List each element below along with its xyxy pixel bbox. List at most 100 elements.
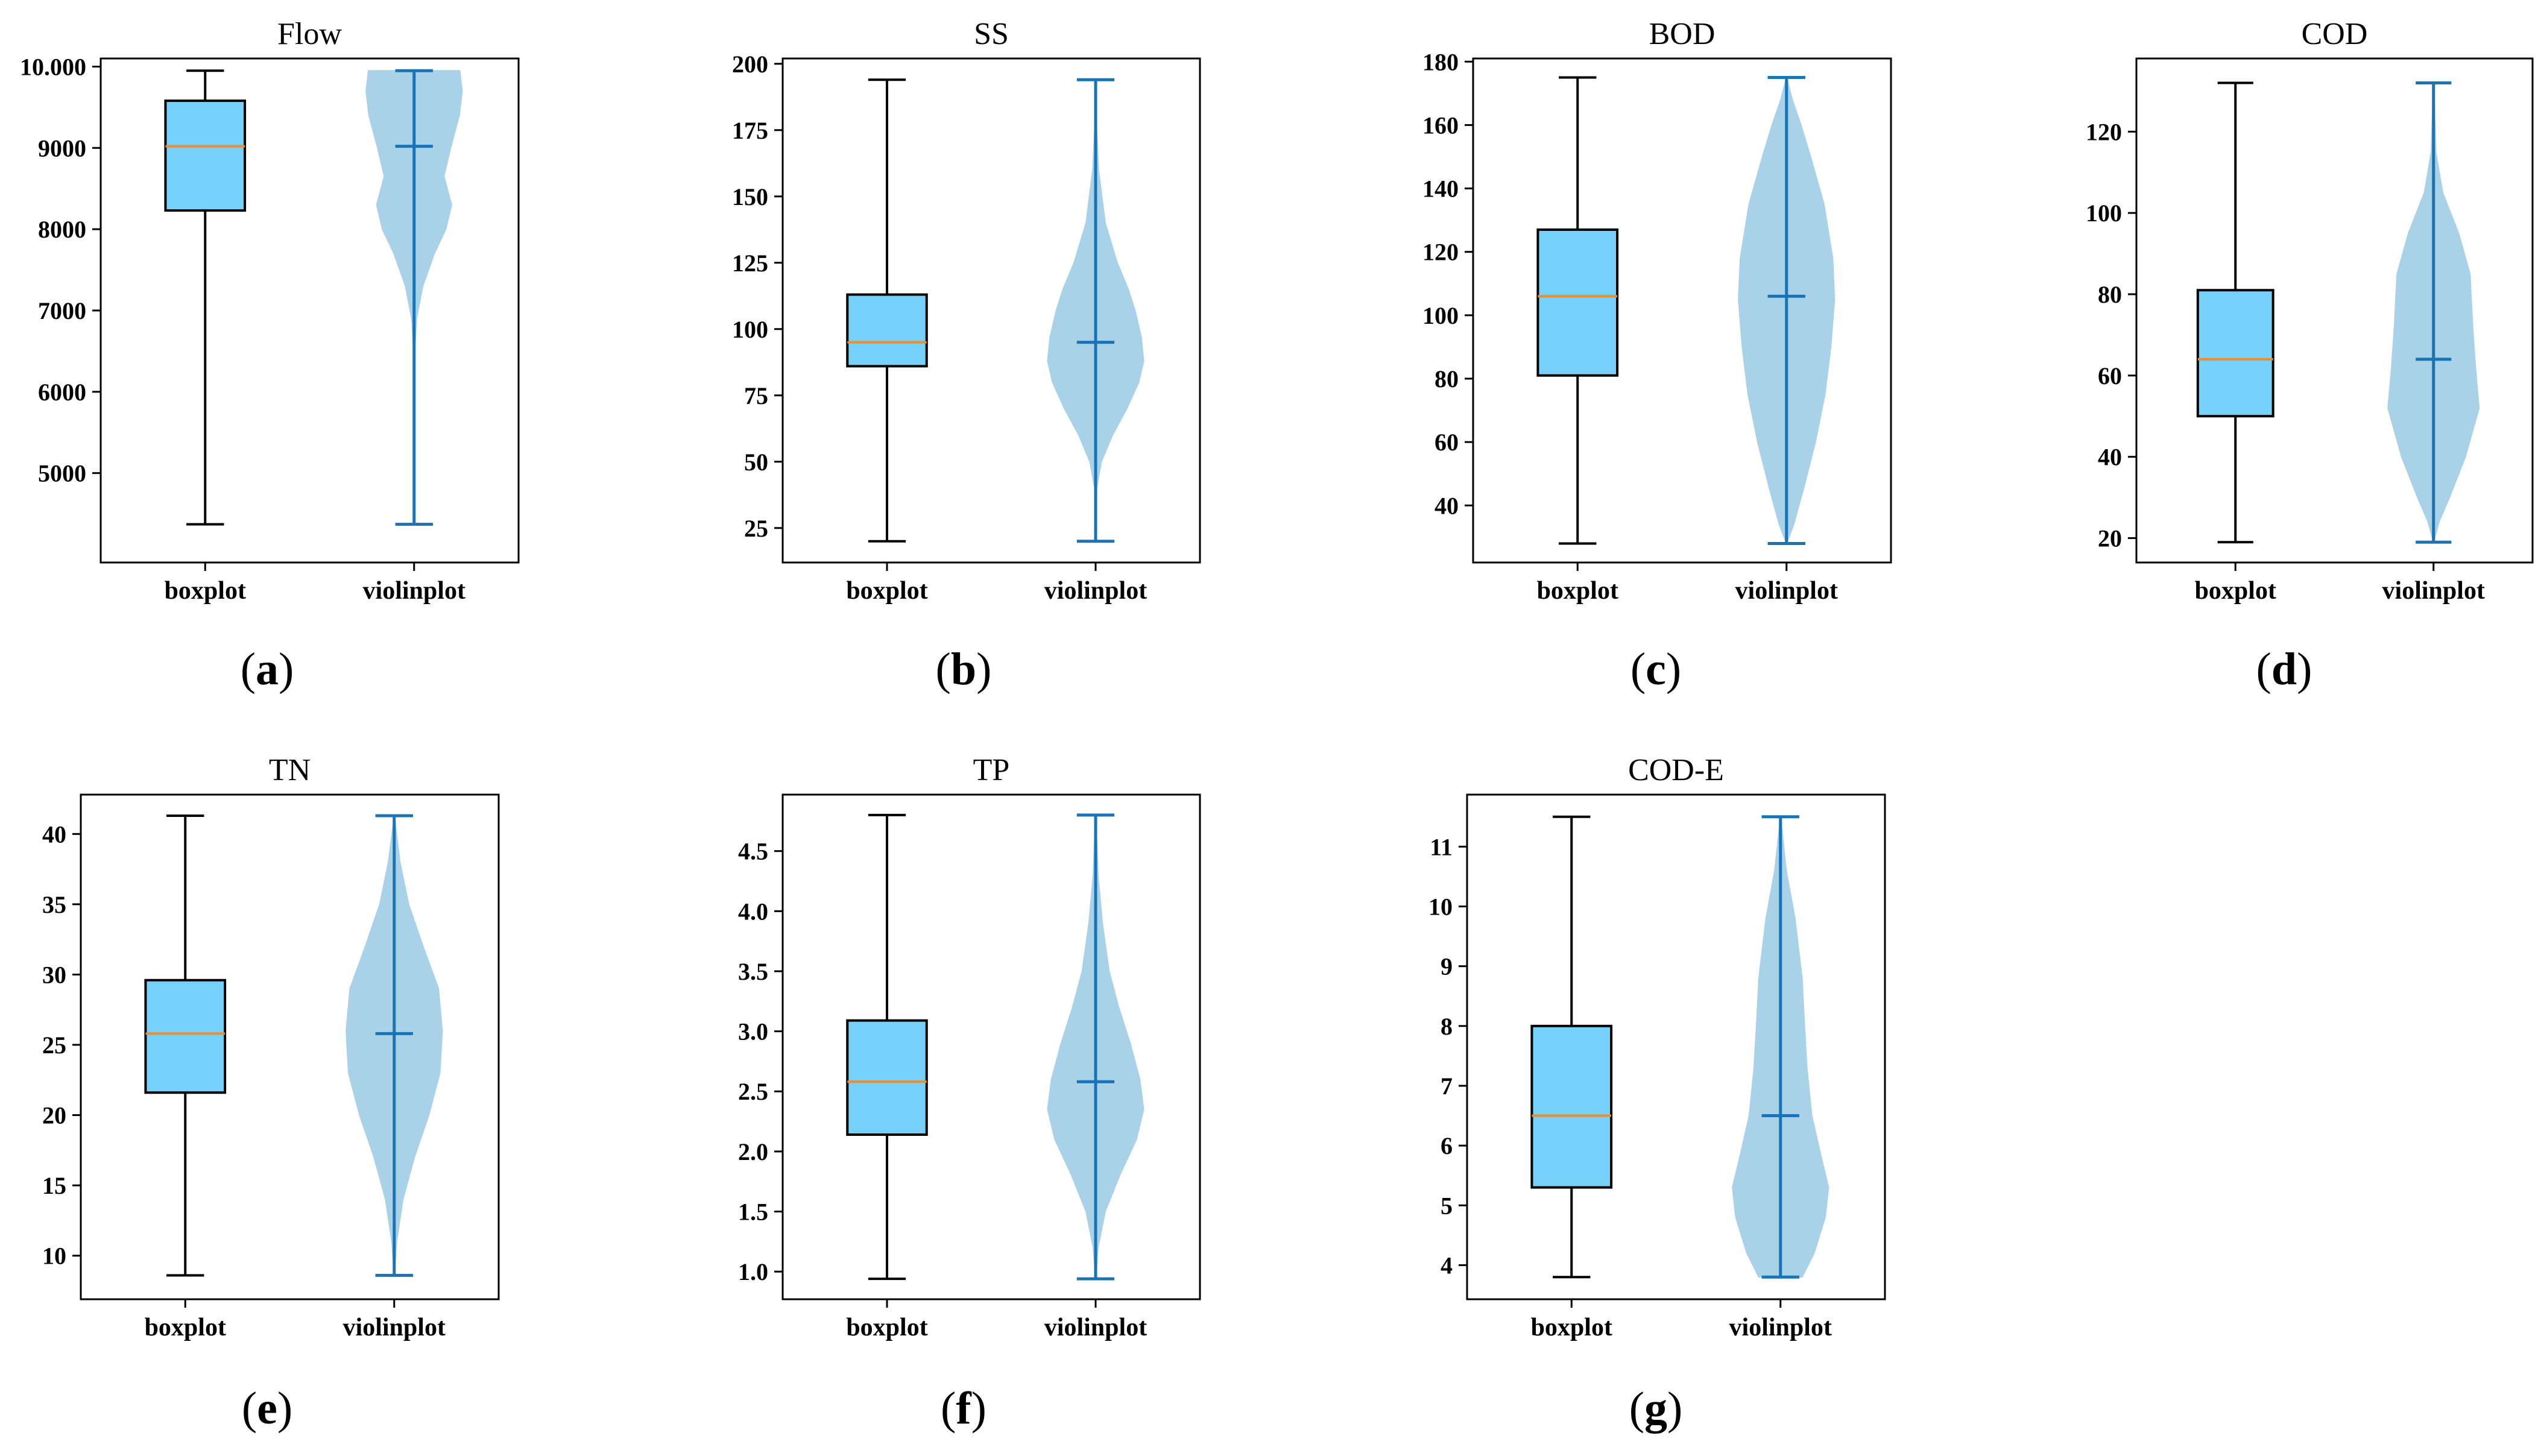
- panel-label: (c): [1630, 644, 1681, 695]
- y-tick-label: 160: [1422, 112, 1459, 139]
- plot-frame: [80, 793, 500, 1300]
- y-tick-label: 120: [2086, 118, 2122, 145]
- panel-label: (b): [936, 644, 992, 695]
- y-tick-label: 3.5: [738, 958, 768, 985]
- chart-panel-4: COD 20 40 60 80 100 120 boxplot violinplot (d): [2086, 17, 2534, 695]
- y-tick-label: 60: [1435, 429, 1459, 456]
- x-tick-label: boxplot: [1531, 1314, 1612, 1341]
- chart-panel-7: COD-E 4 5 6 7 8 9 10 11 boxplot violinplot (g): [1428, 753, 1886, 1434]
- chart-title: BOD: [1649, 17, 1716, 51]
- x-tick-label: boxplot: [2195, 577, 2276, 605]
- chart-title: TP: [973, 753, 1010, 787]
- panel-label: (g): [1629, 1383, 1683, 1434]
- chart-panel-3: BOD 40 60 80 100 120 140 160 180 boxplot violinplo…: [1422, 17, 1892, 695]
- panel-label: (f): [941, 1383, 986, 1434]
- y-tick-label: 40: [2098, 444, 2122, 471]
- plot-frame: [2135, 57, 2534, 564]
- x-tick-label: boxplot: [846, 577, 927, 605]
- chart-title: COD-E: [1628, 753, 1724, 787]
- y-tick-label: 80: [1435, 365, 1459, 392]
- plot-frame: [781, 57, 1201, 564]
- chart-panel-2: SS 25 50 75 100 125 150 175 200 boxplot violinplot…: [732, 17, 1201, 695]
- y-tick-label: 2.5: [738, 1078, 768, 1105]
- chart-panel-1: Flow 5000 6000 7000 8000 9000 10.000 boxplot vio…: [20, 17, 520, 695]
- y-tick-label: 60: [2098, 362, 2122, 389]
- box-iqr: [846, 1019, 928, 1136]
- y-tick-label: 5: [1441, 1192, 1453, 1219]
- y-tick-label: 3.0: [738, 1018, 768, 1045]
- y-tick-label: 6: [1441, 1132, 1453, 1159]
- y-tick-label: 6000: [38, 379, 86, 406]
- y-tick-label: 11: [1430, 833, 1453, 860]
- y-tick-label: 25: [42, 1032, 66, 1059]
- y-tick-label: 7000: [38, 297, 86, 324]
- x-tick-label: violinplot: [343, 1314, 446, 1341]
- y-tick-label: 175: [732, 117, 768, 144]
- y-tick-label: 15: [42, 1172, 66, 1199]
- x-tick-label: boxplot: [165, 577, 246, 605]
- box-iqr: [144, 979, 227, 1094]
- box-iqr: [1536, 228, 1619, 377]
- y-tick-label: 100: [1422, 302, 1459, 329]
- y-tick-label: 4.5: [738, 838, 768, 865]
- y-tick-label: 9000: [38, 134, 86, 162]
- y-tick-label: 2.0: [738, 1138, 768, 1165]
- y-tick-label: 4.0: [738, 898, 768, 925]
- y-tick-label: 35: [42, 891, 66, 918]
- plot-frame: [781, 793, 1201, 1300]
- x-tick-label: violinplot: [2382, 577, 2485, 605]
- x-tick-label: violinplot: [1735, 577, 1838, 605]
- chart-panel-5: TN 10 15 20 25 30 35 40 boxplot violinplot (e): [42, 753, 500, 1434]
- y-tick-label: 75: [744, 382, 768, 409]
- y-tick-label: 1.5: [738, 1199, 768, 1226]
- y-tick-label: 30: [42, 961, 66, 988]
- x-tick-label: violinplot: [1044, 1314, 1147, 1341]
- chart-title: SS: [974, 17, 1009, 51]
- chart-title: Flow: [277, 17, 342, 51]
- y-tick-label: 150: [732, 183, 768, 210]
- y-tick-label: 80: [2098, 281, 2122, 308]
- y-tick-label: 120: [1422, 239, 1459, 266]
- y-tick-label: 200: [732, 51, 768, 78]
- box-iqr: [2196, 289, 2274, 418]
- x-tick-label: boxplot: [1537, 577, 1618, 605]
- y-tick-label: 100: [2086, 200, 2122, 227]
- x-tick-label: boxplot: [846, 1314, 927, 1341]
- y-tick-label: 40: [42, 821, 66, 848]
- y-tick-label: 1.0: [738, 1258, 768, 1285]
- box-iqr: [164, 99, 247, 212]
- panel-label: (e): [242, 1383, 292, 1434]
- x-tick-label: violinplot: [1729, 1314, 1832, 1341]
- y-tick-label: 8: [1441, 1013, 1453, 1040]
- chart-title: COD: [2302, 17, 2368, 51]
- y-tick-label: 40: [1435, 492, 1459, 519]
- x-tick-label: violinplot: [363, 577, 466, 605]
- box-iqr: [1530, 1024, 1613, 1189]
- panel-label: (d): [2256, 644, 2312, 695]
- y-tick-label: 20: [2098, 525, 2122, 552]
- panel-label: (a): [241, 644, 294, 695]
- y-tick-label: 50: [744, 449, 768, 476]
- y-tick-label: 5000: [38, 460, 86, 487]
- plot-frame: [1466, 793, 1886, 1300]
- plot-frame: [1472, 57, 1892, 564]
- y-tick-label: 9: [1441, 953, 1453, 980]
- y-tick-label: 8000: [38, 216, 86, 243]
- y-tick-label: 125: [732, 250, 768, 277]
- box-iqr: [846, 293, 928, 368]
- chart-panel-6: TP 1.0 1.5 2.0 2.5 3.0 3.5 4.0 4.5 boxplot violinp…: [738, 753, 1201, 1434]
- y-tick-label: 100: [732, 316, 768, 343]
- y-tick-label: 180: [1422, 48, 1459, 75]
- y-tick-label: 20: [42, 1102, 66, 1129]
- y-tick-label: 10: [1428, 893, 1453, 920]
- y-tick-label: 25: [744, 515, 768, 542]
- y-tick-label: 140: [1422, 175, 1459, 203]
- y-tick-label: 7: [1441, 1073, 1453, 1100]
- x-tick-label: boxplot: [145, 1314, 226, 1341]
- x-tick-label: violinplot: [1044, 577, 1147, 605]
- chart-title: TN: [269, 753, 311, 787]
- y-tick-label: 10: [42, 1243, 66, 1270]
- plot-frame: [99, 57, 520, 564]
- y-tick-label: 4: [1441, 1252, 1453, 1279]
